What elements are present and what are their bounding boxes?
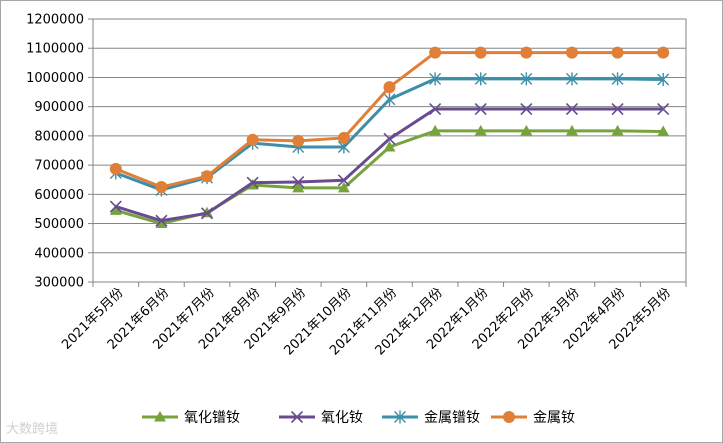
data-point xyxy=(337,131,350,144)
data-point xyxy=(155,217,168,229)
series-group xyxy=(109,102,670,227)
y-tick-label: 700000 xyxy=(34,159,84,174)
data-point xyxy=(292,134,305,147)
y-tick-label: 400000 xyxy=(34,246,84,261)
data-point xyxy=(657,72,670,86)
data-point xyxy=(429,46,442,59)
data-point xyxy=(611,124,624,136)
legend: 氧化镨钕 氧化钕 金属镨钕 金属钕 xyxy=(142,410,575,426)
data-point xyxy=(429,72,442,86)
data-point xyxy=(383,132,396,145)
data-point xyxy=(474,46,487,59)
legend-entry: 金属钕 xyxy=(491,410,575,426)
data-point xyxy=(154,411,166,422)
data-point xyxy=(109,204,122,215)
data-point xyxy=(611,46,624,59)
data-point xyxy=(520,46,533,59)
watermark: 大数跨境 xyxy=(6,418,58,437)
data-point xyxy=(155,214,168,227)
data-point xyxy=(246,133,259,146)
data-point xyxy=(337,174,350,187)
series-lines xyxy=(109,46,670,229)
data-point xyxy=(520,124,533,136)
data-point xyxy=(565,72,578,86)
data-point xyxy=(429,124,442,136)
legend-label: 金属钕 xyxy=(533,410,575,426)
data-point xyxy=(503,411,515,423)
axes: 300000 400000 500000 600000 700000 800000 9000… xyxy=(26,13,687,359)
series-group xyxy=(109,46,670,194)
y-tick-label: 1100000 xyxy=(26,42,84,57)
data-point xyxy=(657,46,670,59)
watermark-text: 大数跨境 xyxy=(6,422,59,437)
data-point xyxy=(657,102,670,116)
data-point xyxy=(201,170,214,183)
legend-entry: 金属镨钕 xyxy=(382,410,480,426)
data-point xyxy=(383,140,396,152)
legend-entry: 氧化镨钕 xyxy=(142,410,240,426)
data-point xyxy=(109,200,122,213)
data-point xyxy=(292,181,305,193)
data-point xyxy=(109,162,122,175)
legend-label: 氧化镨钕 xyxy=(184,410,240,426)
data-point xyxy=(290,410,304,424)
y-tick-label: 500000 xyxy=(34,217,84,232)
data-point xyxy=(383,81,396,94)
data-point xyxy=(200,207,214,220)
series-line xyxy=(115,51,664,189)
legend-label: 金属镨钕 xyxy=(424,410,480,426)
y-tick-label: 600000 xyxy=(34,188,84,203)
data-point xyxy=(657,125,670,137)
data-point xyxy=(565,124,578,136)
data-point xyxy=(520,102,533,116)
data-point xyxy=(474,72,487,86)
data-point xyxy=(292,175,305,189)
data-point xyxy=(429,102,442,116)
data-point xyxy=(337,181,350,193)
y-tick-label: 800000 xyxy=(34,129,84,144)
legend-label: 氧化钕 xyxy=(321,410,363,426)
data-point xyxy=(474,124,487,136)
data-point xyxy=(611,72,624,86)
plot-area-border xyxy=(92,18,687,283)
data-point xyxy=(611,102,624,116)
y-tick-label: 900000 xyxy=(34,100,84,115)
y-tick-label: 1000000 xyxy=(26,71,84,86)
data-point xyxy=(246,176,259,189)
data-point xyxy=(155,181,168,194)
y-tick-label: 1200000 xyxy=(26,13,84,28)
data-point xyxy=(383,92,396,106)
data-point xyxy=(520,72,533,86)
y-tick-label: 300000 xyxy=(34,276,84,291)
legend-entry: 氧化钕 xyxy=(279,410,363,426)
data-point xyxy=(565,46,578,59)
data-point xyxy=(565,102,579,116)
data-point xyxy=(394,410,406,424)
data-point xyxy=(474,102,487,116)
